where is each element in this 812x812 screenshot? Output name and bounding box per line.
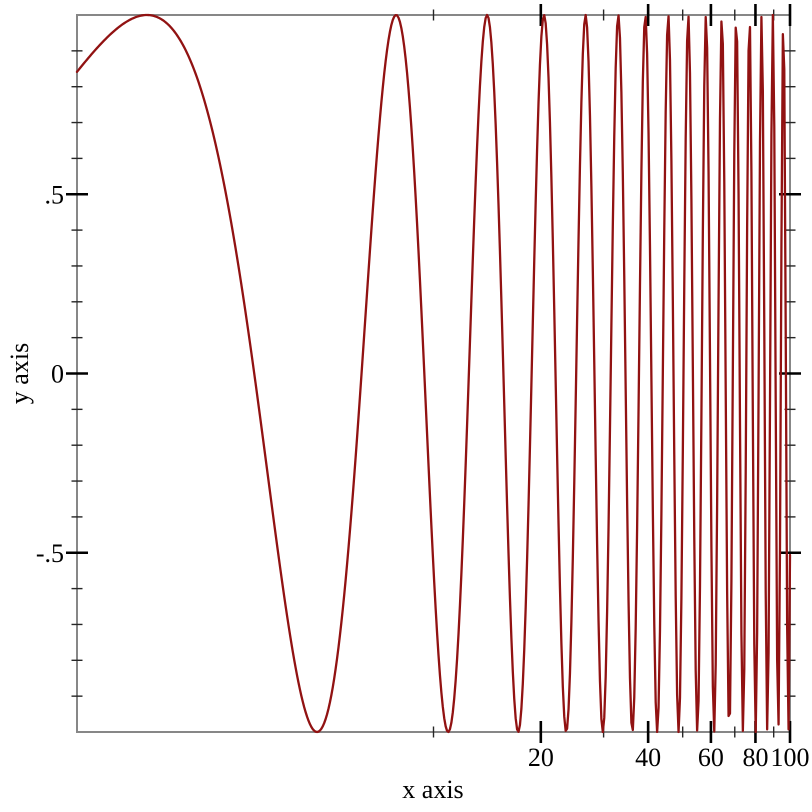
y-tick-label: -.5: [36, 539, 64, 568]
x-axis-title: x axis: [402, 775, 463, 804]
y-tick-label: .5: [45, 180, 65, 209]
x-tick-label: 100: [771, 743, 810, 772]
y-axis-title: y axis: [5, 343, 34, 404]
function-curve: [75, 13, 792, 734]
x-tick-label: 60: [698, 743, 724, 772]
y-tick-label: 0: [51, 360, 64, 389]
x-tick-label: 40: [635, 743, 661, 772]
x-tick-label: 20: [528, 743, 554, 772]
x-tick-label: 80: [742, 743, 768, 772]
